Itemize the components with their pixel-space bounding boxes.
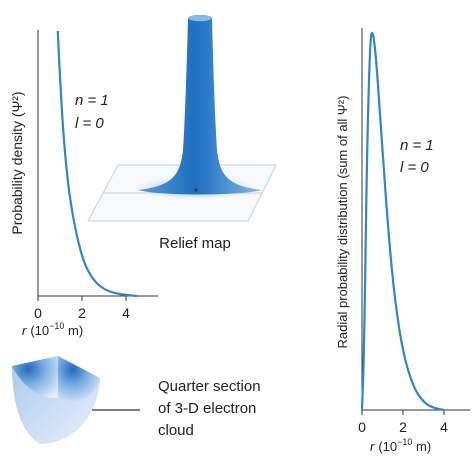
left-chart: 0 2 4 r (10−10 m) Probability density (Ψ²…: [9, 30, 158, 338]
left-l-label: l = 0: [75, 115, 104, 132]
electron-cloud-quarter: Quarter section of 3-D electron cloud: [12, 356, 261, 444]
left-tick-label-2: 2: [78, 305, 86, 321]
cloud-cut-face-right: [58, 356, 100, 401]
left-density-curve: [56, 30, 138, 298]
right-radial-curve: [360, 31, 445, 412]
relief-center-dot: [194, 188, 198, 192]
left-x-axis-label: r (10−10 m): [22, 321, 83, 338]
right-x-axis-label: r (10−10 m): [370, 437, 431, 454]
right-y-axis-label: Radial probability distribution (sum of …: [335, 96, 350, 349]
relief-map: Relief map: [87, 14, 277, 252]
right-chart: 0 2 4 r (10−10 m) Radial probability dist…: [335, 28, 470, 454]
relief-map-label: Relief map: [159, 235, 231, 252]
left-tick-label-4: 4: [122, 305, 130, 321]
right-tick-label-4: 4: [440, 419, 448, 435]
cloud-label-line1: Quarter section: [158, 378, 261, 395]
left-tick-label-0: 0: [34, 305, 42, 321]
right-n-label: n = 1: [400, 137, 434, 154]
right-tick-label-2: 2: [399, 419, 407, 435]
right-l-label: l = 0: [400, 159, 429, 176]
cloud-cut-face-left: [12, 356, 58, 399]
left-n-label: n = 1: [75, 92, 109, 109]
relief-peak: [138, 18, 262, 195]
relief-peak-top: [188, 14, 212, 22]
left-y-axis-label: Probability density (Ψ²): [9, 91, 25, 234]
cloud-label-line2: of 3-D electron: [158, 400, 256, 417]
right-tick-label-0: 0: [358, 419, 366, 435]
cloud-label-line3: cloud: [158, 422, 194, 439]
